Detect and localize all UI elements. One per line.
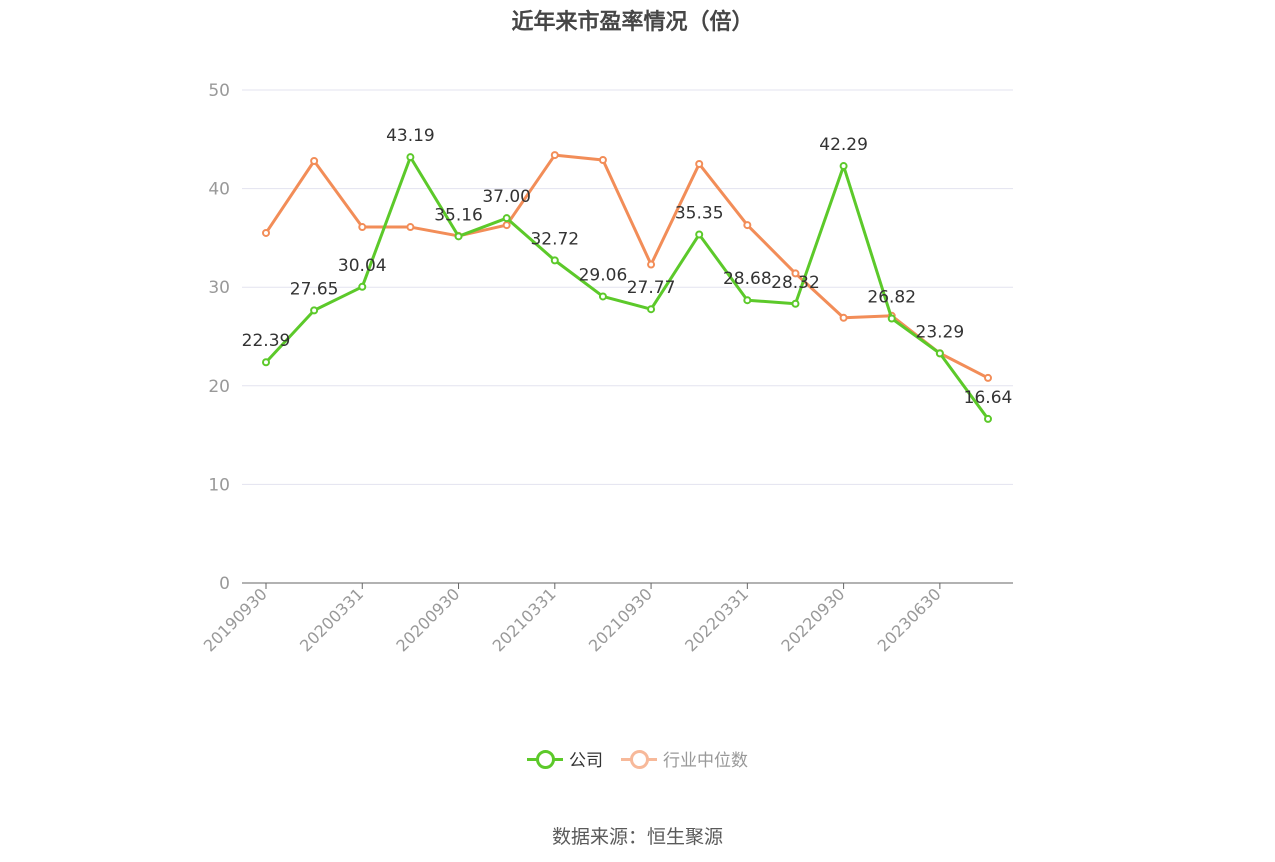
company-point: [310, 306, 319, 315]
industry-line: [264, 153, 989, 380]
chart-title: 近年来市盈率情况（倍）: [511, 10, 754, 35]
y-tick-label: 40: [208, 180, 230, 200]
x-tick-label: 20200930: [392, 584, 463, 655]
company-data-label: 32.72: [530, 229, 579, 249]
company-data-label: 28.32: [771, 273, 820, 293]
company-point: [984, 414, 992, 423]
company-data-label: 28.68: [723, 269, 772, 289]
company-point: [406, 153, 415, 162]
company-point: [839, 162, 848, 171]
y-tick-label: 30: [208, 278, 230, 298]
company-point: [358, 282, 367, 291]
company-data-label: 35.35: [675, 203, 724, 223]
y-tick-label: 20: [208, 377, 230, 397]
y-tick-label: 10: [208, 475, 230, 495]
company-point: [743, 296, 752, 305]
company-data-label: 23.29: [916, 322, 965, 342]
industry-point: [743, 221, 752, 230]
x-tick-label: 20230630: [874, 584, 945, 655]
industry-point: [598, 156, 607, 165]
company-point: [791, 299, 800, 308]
industry-point: [550, 151, 559, 160]
company-point: [550, 256, 559, 265]
grid-layer: [242, 89, 1013, 485]
company-point: [454, 232, 463, 241]
company-point: [598, 292, 607, 301]
x-tick-label: 20190930: [200, 584, 271, 655]
company-point: [935, 349, 944, 358]
industry-point: [502, 221, 511, 230]
x-tick-label: 20210331: [489, 584, 560, 655]
legend-item-industry[interactable]: 行业中位数: [621, 746, 748, 771]
company-point: [262, 358, 270, 367]
company-point: [502, 214, 511, 223]
company-data-label: 42.29: [819, 135, 868, 155]
legend-industry-line-icon: [621, 748, 657, 770]
legend: 公司 行业中位数: [0, 746, 1275, 771]
company-data-label: 26.82: [867, 288, 916, 308]
legend-industry-label: 行业中位数: [663, 751, 748, 771]
company-data-label: 43.19: [386, 126, 435, 146]
line-chart: 0 10 20 30 40 50 20190930 20200331 20200930 20210…: [200, 81, 1013, 655]
x-tick-label: 20220930: [777, 584, 848, 655]
company-data-label: 29.06: [579, 265, 628, 285]
company-data-label: 16.64: [964, 388, 1013, 408]
legend-company-label: 公司: [569, 751, 603, 771]
y-tick-label: 0: [219, 574, 230, 594]
company-data-label: 35.16: [434, 205, 483, 225]
series-layer: [262, 151, 992, 423]
legend-item-company[interactable]: 公司: [527, 746, 603, 771]
industry-point: [695, 159, 704, 168]
industry-point: [791, 269, 800, 278]
industry-point: [262, 228, 270, 237]
y-tick-label: 50: [208, 81, 230, 101]
x-tick-label: 20220331: [681, 584, 752, 655]
industry-point: [839, 313, 848, 322]
industry-point: [406, 223, 415, 232]
company-data-label: 27.77: [627, 278, 676, 298]
company-data-label: 30.04: [338, 256, 387, 276]
company-line: [264, 155, 990, 420]
company-point: [887, 314, 896, 323]
company-point: [695, 230, 704, 239]
data-source: 数据来源：恒生聚源: [551, 826, 723, 848]
industry-point: [358, 223, 367, 232]
company-data-label: 22.39: [242, 331, 291, 351]
industry-point: [984, 373, 992, 382]
company-point: [647, 305, 656, 314]
x-tick-label: 20210930: [585, 584, 656, 655]
company-data-label: 37.00: [482, 187, 531, 207]
company-data-label: 27.65: [290, 279, 339, 299]
industry-point: [647, 260, 656, 269]
legend-company-line-icon: [527, 748, 563, 770]
industry-point: [310, 156, 319, 165]
x-tick-label: 20200331: [296, 584, 367, 655]
